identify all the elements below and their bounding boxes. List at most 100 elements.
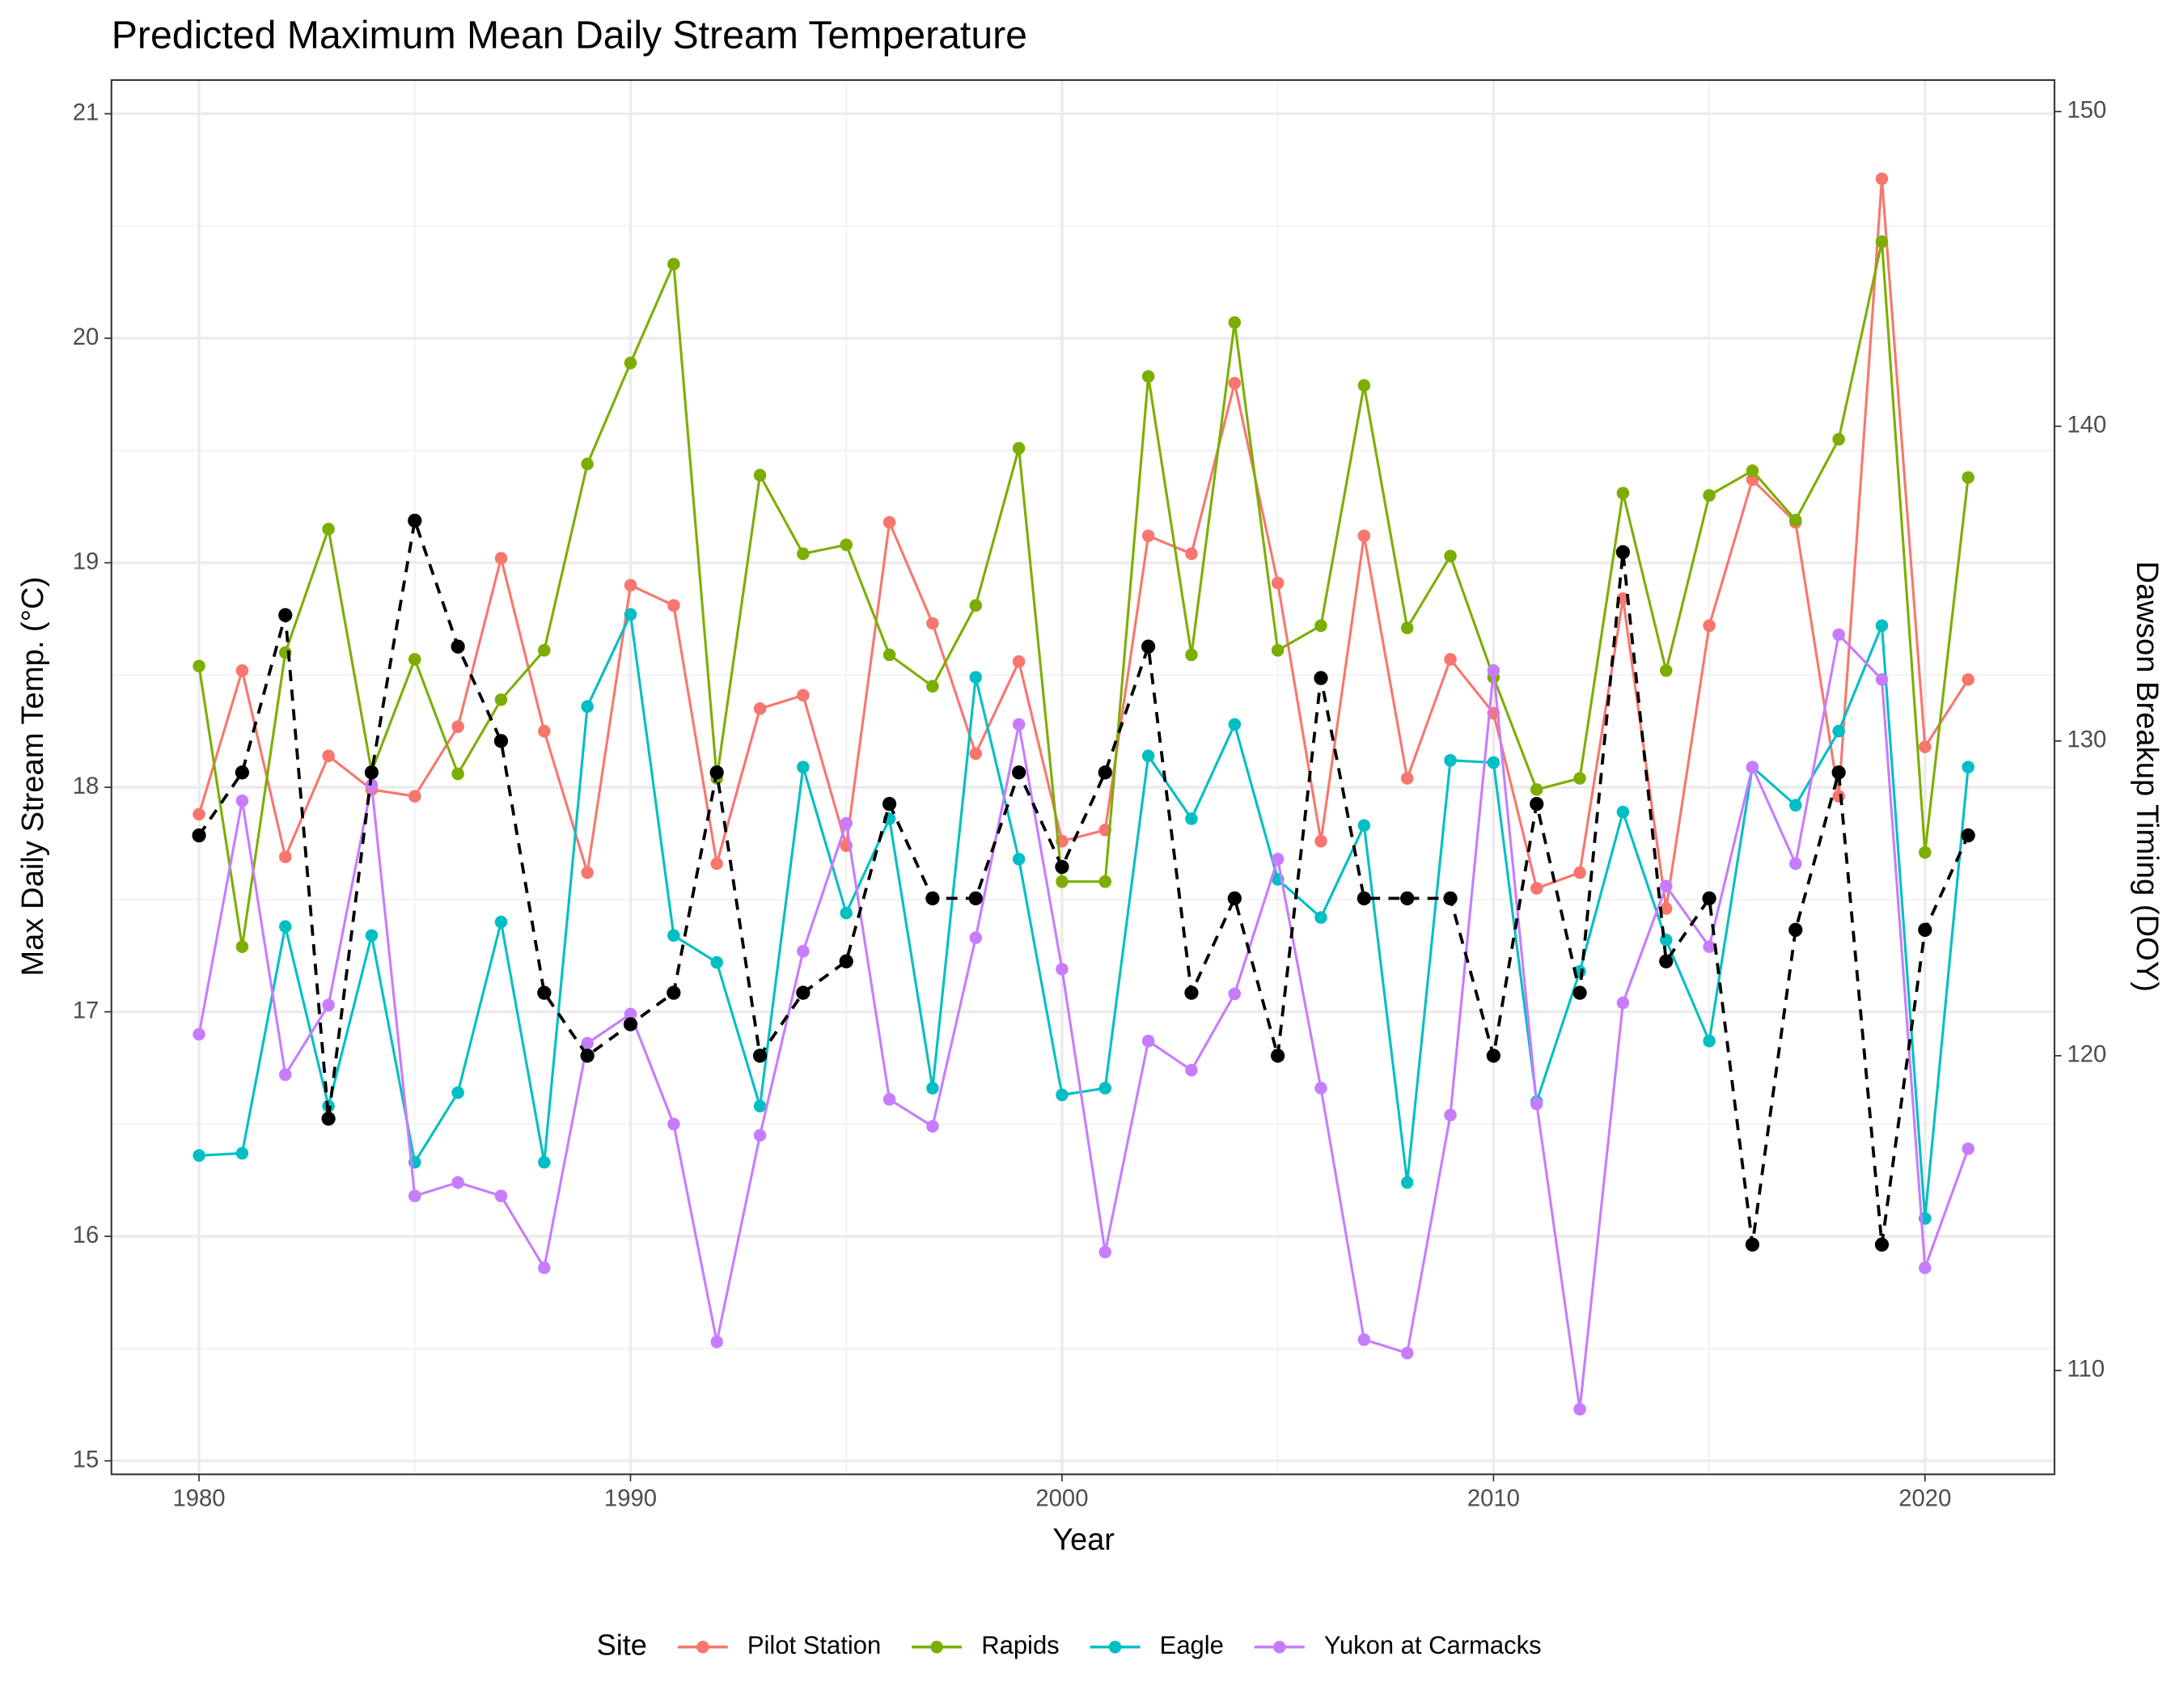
data-point xyxy=(969,747,982,761)
data-point xyxy=(1444,549,1457,563)
y-axis-title: Max Daily Stream Temp. (°C) xyxy=(16,577,50,977)
data-point xyxy=(1056,1088,1069,1102)
data-point xyxy=(753,1129,767,1142)
data-point xyxy=(882,1093,896,1106)
data-point xyxy=(408,1189,421,1203)
data-point xyxy=(1141,749,1155,763)
data-point xyxy=(753,702,767,715)
data-point xyxy=(1875,235,1889,248)
data-point xyxy=(193,659,205,673)
data-point xyxy=(1616,805,1630,819)
data-point xyxy=(797,547,810,561)
data-point xyxy=(796,985,811,1000)
y-tick-label: 19 xyxy=(73,548,99,574)
data-point xyxy=(1141,529,1155,543)
data-point xyxy=(882,515,896,529)
data-point xyxy=(493,734,509,748)
data-point xyxy=(797,688,810,702)
data-point xyxy=(1573,772,1586,785)
legend-label: Eagle xyxy=(1160,1631,1224,1659)
legend-title: Site xyxy=(597,1628,647,1661)
data-point xyxy=(235,1146,249,1160)
data-point xyxy=(321,1112,336,1126)
legend-key-point xyxy=(930,1640,943,1654)
data-point xyxy=(1703,619,1716,633)
data-point xyxy=(1227,891,1242,906)
data-point xyxy=(1703,489,1716,502)
legend-label: Rapids xyxy=(981,1631,1059,1659)
data-point xyxy=(1660,879,1673,893)
y-tick-label: 15 xyxy=(73,1446,99,1472)
data-point xyxy=(193,1027,205,1041)
data-point xyxy=(1357,891,1371,906)
legend: Site Pilot Station Rapids Eagle Yukon at Car… xyxy=(597,1628,1542,1661)
data-point xyxy=(580,1049,595,1063)
data-point xyxy=(278,608,293,622)
data-point xyxy=(451,767,464,781)
data-point xyxy=(969,599,982,612)
data-point xyxy=(278,920,292,933)
data-point xyxy=(235,663,249,677)
y2-tick-label: 140 xyxy=(2067,412,2106,439)
data-point xyxy=(624,578,637,592)
data-point xyxy=(1746,473,1759,486)
data-point xyxy=(1012,655,1026,668)
data-point xyxy=(1098,1082,1112,1095)
data-point xyxy=(1659,954,1674,968)
x-tick-label: 1990 xyxy=(604,1485,657,1511)
data-point xyxy=(365,929,379,943)
data-point xyxy=(752,1049,768,1063)
chart-title: Predicted Maximum Mean Daily Stream Temp… xyxy=(112,14,1027,57)
data-point xyxy=(624,608,637,621)
data-point xyxy=(1487,663,1500,677)
data-point xyxy=(1487,756,1500,769)
data-point xyxy=(408,653,421,666)
y-tick-label: 17 xyxy=(73,997,99,1023)
series-line xyxy=(197,632,1970,1410)
data-point xyxy=(278,850,292,863)
data-point xyxy=(494,1189,508,1203)
data-point xyxy=(1271,853,1285,866)
data-point xyxy=(1098,875,1112,888)
y2-axis-title: Dawson Breakup Timing (DOY) xyxy=(2130,561,2164,992)
data-point xyxy=(1745,1237,1760,1252)
data-point xyxy=(322,523,335,536)
data-point xyxy=(1400,621,1414,634)
data-point xyxy=(193,1149,205,1163)
data-point xyxy=(1703,1034,1716,1048)
data-point xyxy=(1874,1237,1890,1252)
y2-tick-label: 110 xyxy=(2067,1356,2105,1383)
data-point xyxy=(1660,902,1673,915)
data-point xyxy=(1789,857,1802,871)
data-point xyxy=(926,680,939,693)
data-point xyxy=(451,1086,464,1099)
data-point xyxy=(840,906,853,920)
series-line xyxy=(197,241,1970,947)
data-point xyxy=(192,828,206,843)
data-point xyxy=(494,552,508,565)
data-point xyxy=(581,457,594,471)
series-line xyxy=(197,178,1970,909)
legend-key-point xyxy=(1273,1640,1286,1654)
data-point xyxy=(408,790,421,803)
series-line xyxy=(198,609,1970,1219)
data-point xyxy=(1314,671,1328,685)
data-point xyxy=(1789,799,1802,812)
data-point xyxy=(710,1335,723,1349)
y-tick-label: 20 xyxy=(73,324,99,350)
data-point xyxy=(926,1120,939,1133)
data-point xyxy=(408,513,422,528)
data-point xyxy=(1832,433,1845,446)
data-point xyxy=(926,1082,939,1095)
data-point xyxy=(1616,486,1630,500)
data-point xyxy=(494,915,508,929)
data-point xyxy=(1875,619,1889,633)
data-point xyxy=(1185,812,1198,825)
data-point xyxy=(624,356,637,370)
data-point xyxy=(1357,529,1371,543)
data-point xyxy=(1962,471,1974,484)
data-point xyxy=(581,700,594,714)
x-tick-label: 2000 xyxy=(1035,1485,1088,1511)
data-point xyxy=(1572,985,1587,1000)
